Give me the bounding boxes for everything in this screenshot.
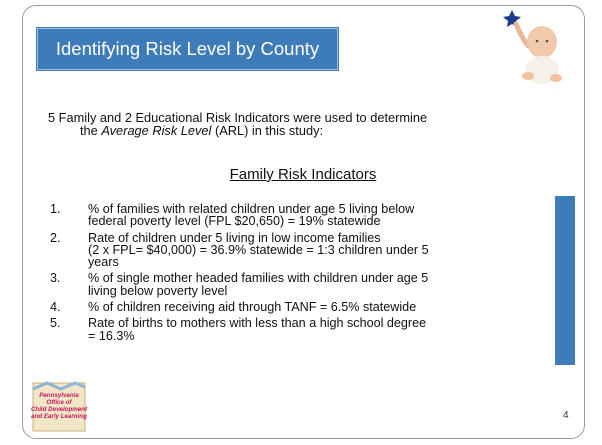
item-line: Rate of births to mothers with less than… — [88, 317, 426, 329]
page-number: 4 — [563, 410, 569, 421]
logo-line: Pennsylvania — [27, 392, 91, 399]
list-item: 5.Rate of births to mothers with less th… — [50, 317, 429, 342]
item-text: % of children receiving aid through TANF… — [88, 301, 416, 313]
item-number: 3. — [50, 272, 88, 297]
intro-span: (ARL) in this study: — [211, 123, 323, 138]
item-line: % of single mother headed families with … — [88, 272, 428, 284]
logo-line: and Early Learning — [27, 413, 91, 420]
item-text: % of single mother headed families with … — [88, 272, 428, 297]
slide: Identifying Risk Level by County 5 Famil… — [0, 0, 602, 445]
item-line: = 16.3% — [88, 330, 426, 342]
list-item: 4.% of children receiving aid through TA… — [50, 301, 429, 313]
intro-emphasis: Average Risk Level — [101, 123, 211, 138]
indicator-list: 1.% of families with related children un… — [50, 203, 429, 346]
logo-line: Child Development — [27, 406, 91, 413]
item-line: federal poverty level (FPL $20,650) = 19… — [88, 215, 414, 227]
slide-title: Identifying Risk Level by County — [37, 28, 338, 70]
item-line: % of children receiving aid through TANF… — [88, 301, 416, 313]
item-line: living below poverty level — [88, 285, 428, 297]
accent-bar — [555, 196, 575, 365]
intro-span: the — [80, 123, 101, 138]
baby-illustration — [498, 6, 568, 86]
section-heading: Family Risk Indicators — [0, 166, 602, 183]
item-text: % of families with related children unde… — [88, 203, 414, 228]
intro-text: 5 Family and 2 Educational Risk Indicato… — [48, 111, 427, 137]
list-item: 3.% of single mother headed families wit… — [50, 272, 429, 297]
item-number: 1. — [50, 203, 88, 228]
item-number: 5. — [50, 317, 88, 342]
item-line: years — [88, 256, 429, 268]
item-text: Rate of births to mothers with less than… — [88, 317, 426, 342]
list-item: 2.Rate of children under 5 living in low… — [50, 232, 429, 269]
intro-line: the Average Risk Level (ARL) in this stu… — [48, 124, 427, 137]
logo-line: Office of — [27, 399, 91, 406]
item-text: Rate of children under 5 living in low i… — [88, 232, 429, 269]
item-number: 4. — [50, 301, 88, 313]
list-item: 1.% of families with related children un… — [50, 203, 429, 228]
item-number: 2. — [50, 232, 88, 269]
item-line: (2 x FPL= $40,000) = 36.9% statewide = 1… — [88, 244, 429, 256]
